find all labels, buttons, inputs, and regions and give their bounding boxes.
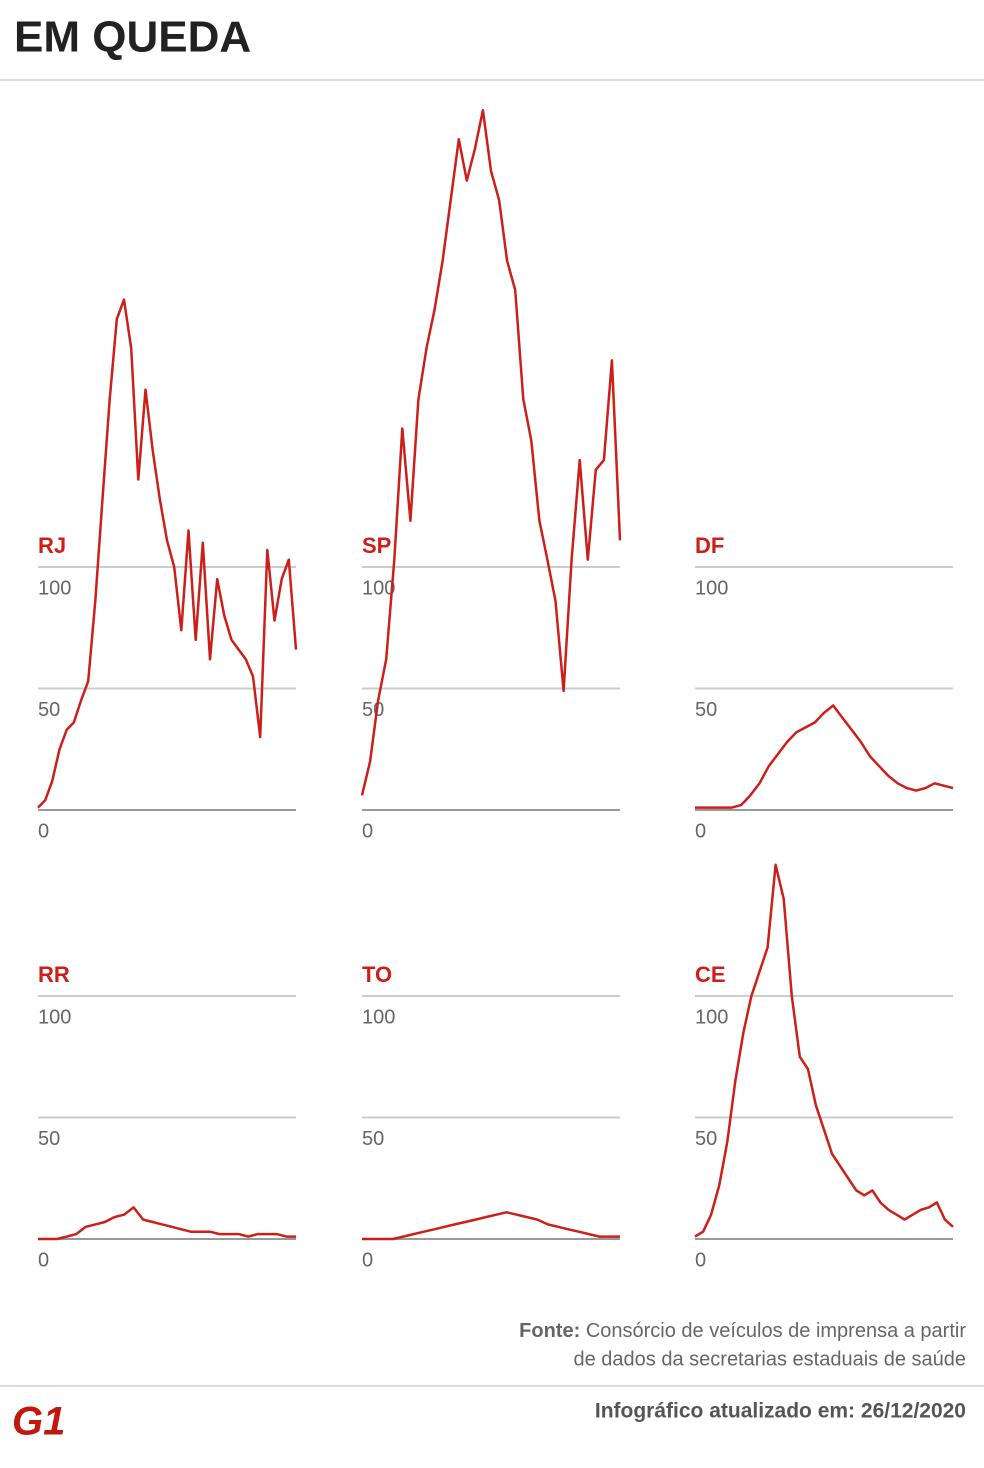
y-tick-label: 50 bbox=[362, 699, 384, 721]
page-title: EM QUEDA bbox=[14, 13, 251, 62]
y-tick-label: 0 bbox=[695, 1249, 706, 1271]
y-tick-label: 0 bbox=[362, 820, 373, 842]
y-tick-label: 100 bbox=[695, 577, 728, 599]
line bbox=[360, 108, 622, 796]
y-tick-label: 0 bbox=[38, 1249, 49, 1271]
line bbox=[362, 1211, 620, 1241]
y-tick-label: 100 bbox=[362, 1006, 395, 1028]
y-tick-label: 50 bbox=[38, 1128, 60, 1150]
y-tick-label: 100 bbox=[362, 577, 395, 599]
y-tick-label: 50 bbox=[362, 1128, 384, 1150]
y-tick-label: 100 bbox=[38, 1006, 71, 1028]
updated: Infográfico atualizado em: 26/12/2020 bbox=[595, 1400, 966, 1423]
line bbox=[695, 704, 954, 809]
y-tick-label: 50 bbox=[695, 1128, 717, 1150]
panel-title: SP bbox=[362, 533, 391, 558]
panel-title: TO bbox=[362, 962, 392, 987]
panel-title: RR bbox=[38, 962, 70, 987]
source: Fonte: Consórcio de veículos de imprensa… bbox=[519, 1320, 966, 1342]
source-label: Fonte: bbox=[519, 1320, 580, 1342]
panel-title: RJ bbox=[38, 533, 66, 558]
line bbox=[38, 1206, 296, 1241]
source-text: de dados da secretarias estaduais de saú… bbox=[574, 1348, 967, 1370]
y-tick-label: 50 bbox=[38, 699, 60, 721]
y-tick-label: 0 bbox=[38, 820, 49, 842]
logo: G1 bbox=[12, 1400, 65, 1444]
y-tick-label: 100 bbox=[38, 577, 71, 599]
panel-title: DF bbox=[695, 533, 724, 558]
y-tick-label: 50 bbox=[695, 699, 717, 721]
panel-title: CE bbox=[695, 962, 726, 987]
line bbox=[694, 863, 954, 1238]
y-tick-label: 100 bbox=[695, 1006, 728, 1028]
source-text: Consórcio de veículos de imprensa a part… bbox=[586, 1320, 967, 1342]
y-tick-label: 0 bbox=[695, 820, 706, 842]
line bbox=[37, 298, 298, 809]
y-tick-label: 0 bbox=[362, 1249, 373, 1271]
